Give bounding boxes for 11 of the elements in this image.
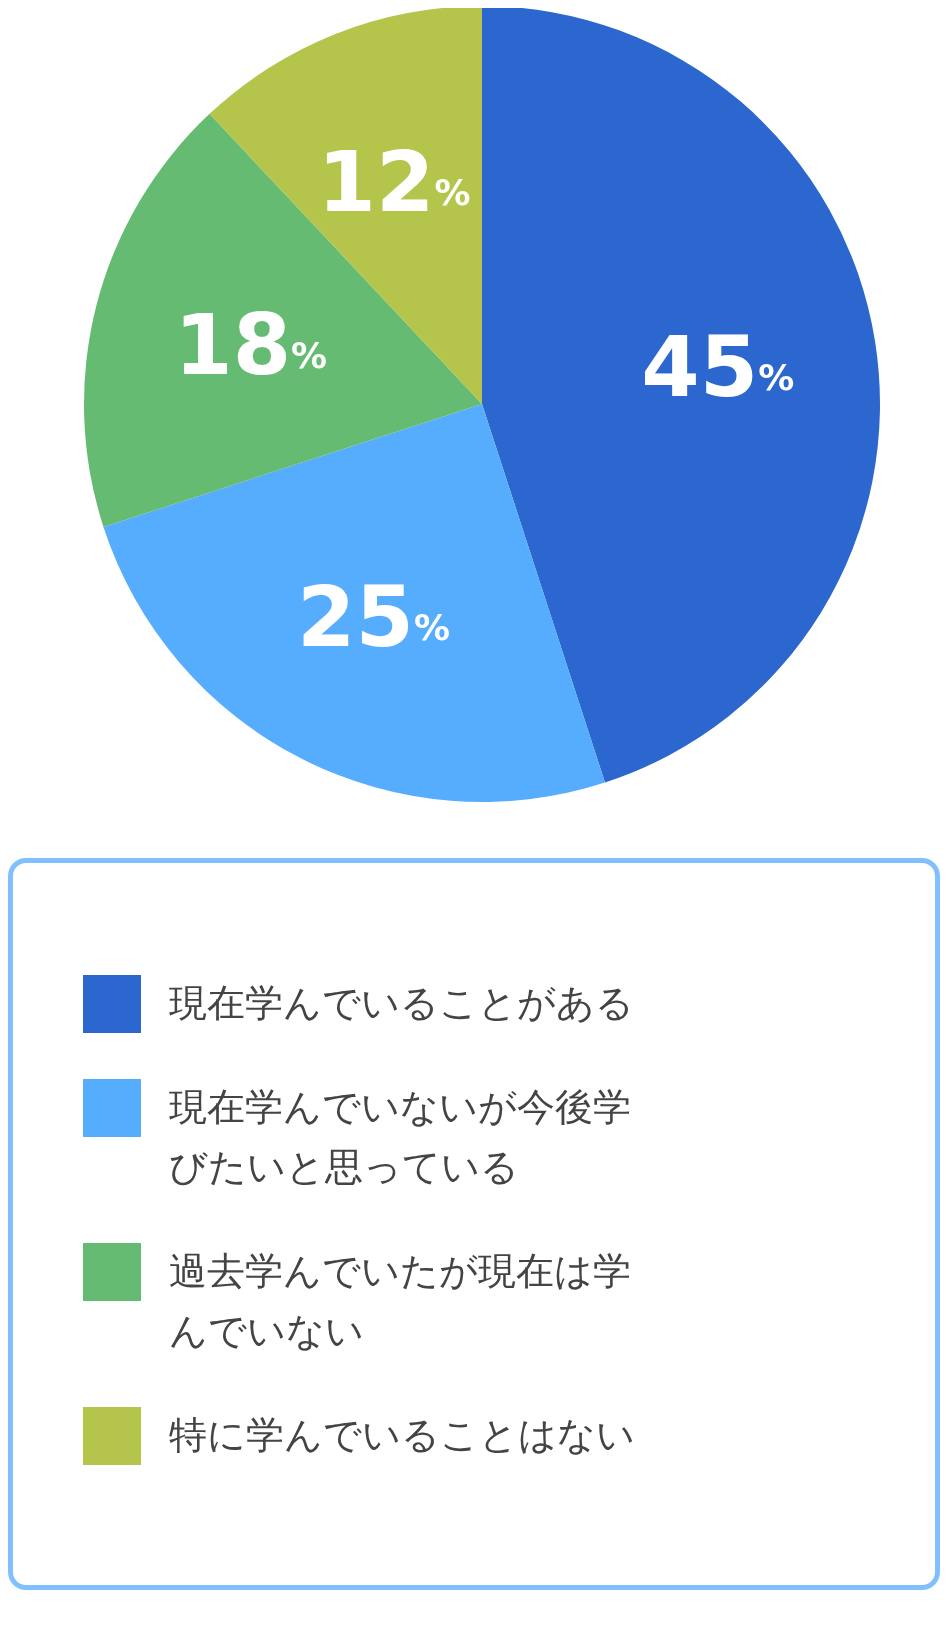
pie-slice bbox=[84, 113, 482, 527]
data-label: 25% bbox=[297, 567, 451, 666]
data-label: 45% bbox=[641, 317, 795, 416]
legend-label: 特に学んでいることはない bbox=[169, 1412, 636, 1459]
legend-label: 現在学んでいないが今後学びたいと思っている bbox=[169, 1084, 632, 1191]
legend-label: 現在学んでいることがある bbox=[169, 980, 635, 1027]
data-label: 18% bbox=[174, 295, 328, 394]
data-label: 12% bbox=[317, 132, 471, 231]
legend-label: 過去学んでいたが現在は学んでいない bbox=[169, 1248, 632, 1355]
pie-slice bbox=[482, 8, 880, 783]
pie-slice bbox=[103, 404, 605, 802]
